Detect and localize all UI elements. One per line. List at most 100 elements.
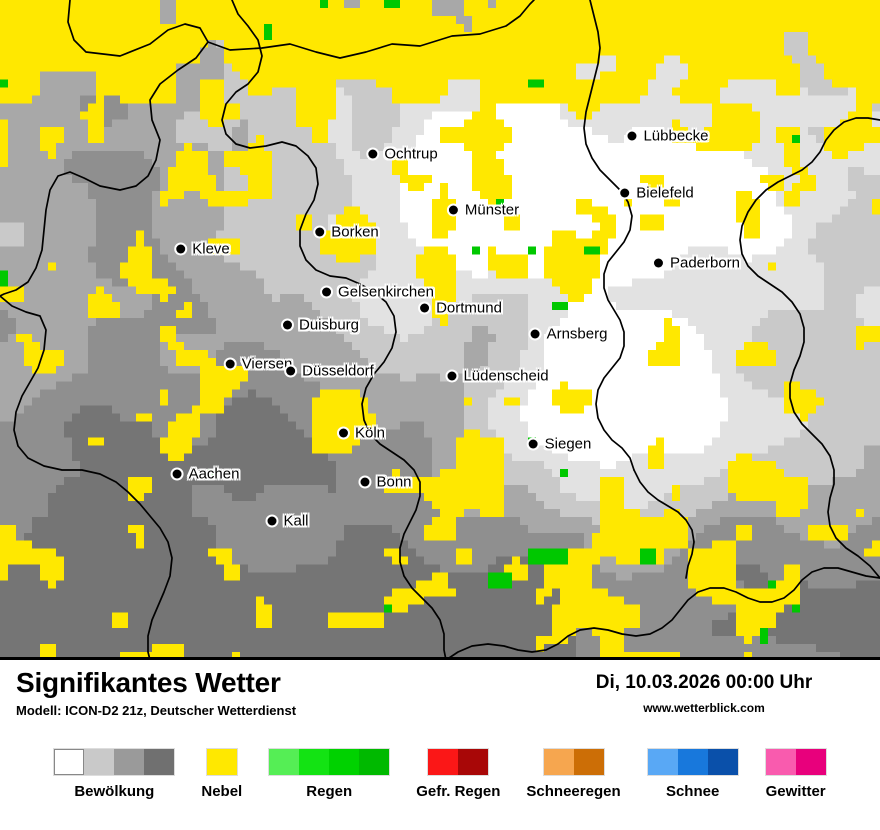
legend-label: Bewölkung — [74, 783, 155, 800]
legend-swatch — [206, 749, 237, 775]
city-marker-d-sseldorf: Düsseldorf — [286, 363, 374, 380]
significant-weather-raster — [0, 0, 880, 660]
legend-label: Nebel — [201, 783, 243, 800]
city-label: Köln — [354, 424, 386, 442]
model-source-text: Modell: ICON-D2 21z, Deutscher Wetterdie… — [16, 703, 297, 718]
city-label: Borken — [331, 223, 379, 241]
city-label: Paderborn — [669, 254, 741, 272]
city-label: Lübbecke — [643, 127, 709, 145]
legend-swatch — [269, 749, 300, 775]
city-marker-kall: Kall — [267, 512, 309, 530]
city-marker-l-bbecke: Lübbecke — [627, 127, 709, 145]
city-dot-icon — [286, 366, 296, 376]
city-dot-icon — [447, 371, 457, 381]
website-url: www.wetterblick.com — [643, 701, 765, 715]
city-marker-k-ln: Köln — [338, 424, 386, 442]
legend-swatches — [427, 748, 490, 776]
legend-group-bew-lkung: Bewölkung — [53, 748, 176, 800]
city-label: Kleve — [192, 240, 230, 258]
legend-group-schnee: Schnee — [646, 748, 739, 800]
city-dot-icon — [653, 258, 663, 268]
city-label: Lüdenscheid — [463, 367, 549, 385]
city-marker-gelsenkirchen: Gelsenkirchen — [322, 284, 434, 301]
city-marker-ochtrup: Ochtrup — [368, 145, 438, 163]
city-dot-icon — [172, 469, 182, 479]
city-dot-icon — [620, 188, 630, 198]
city-dot-icon — [176, 244, 186, 254]
legend-swatch — [458, 749, 489, 775]
city-marker-bielefeld: Bielefeld — [620, 185, 694, 202]
city-marker-borken: Borken — [315, 224, 379, 241]
city-marker-m-nster: Münster — [448, 202, 519, 219]
city-dot-icon — [627, 131, 637, 141]
city-label: Düsseldorf — [302, 362, 374, 380]
city-dot-icon — [338, 428, 348, 438]
city-label: Aachen — [188, 465, 240, 483]
legend-swatch — [707, 749, 738, 775]
forecast-timestamp: Di, 10.03.2026 00:00 Uhr — [595, 672, 813, 693]
city-dot-icon — [360, 477, 370, 487]
legend-swatches — [205, 748, 238, 776]
city-dot-icon — [420, 303, 430, 313]
city-marker-bonn: Bonn — [360, 473, 412, 491]
city-label: Viersen — [241, 355, 293, 373]
legend-label: Gewitter — [765, 783, 826, 800]
legend-group-regen: Regen — [268, 748, 391, 800]
legend-swatch — [765, 749, 796, 775]
legend-swatch — [114, 749, 145, 775]
legend-swatch — [144, 749, 175, 775]
city-label: Arnsberg — [546, 325, 608, 343]
city-marker-paderborn: Paderborn — [653, 254, 741, 272]
city-labels-layer: Lübbecke Ochtrup Bielefeld Münster Borken Kle… — [172, 127, 741, 530]
legend-swatch — [299, 749, 330, 775]
city-dot-icon — [530, 329, 540, 339]
city-dot-icon — [528, 439, 538, 449]
legend-swatch — [543, 749, 574, 775]
footer: Signifikantes Wetter Modell: ICON-D2 21z… — [0, 660, 880, 830]
city-marker-siegen: Siegen — [528, 435, 592, 453]
weather-legend: Bewölkung Nebel Regen Gefr. Regen Schneerege… — [0, 748, 880, 800]
city-label: Gelsenkirchen — [338, 283, 434, 301]
legend-swatch — [54, 749, 85, 775]
administrative-borders-layer — [0, 0, 880, 660]
city-marker-arnsberg: Arnsberg — [530, 325, 608, 343]
legend-swatch — [677, 749, 708, 775]
city-label: Kall — [283, 512, 309, 530]
weather-map[interactable]: Lübbecke Ochtrup Bielefeld Münster Borken Kle… — [0, 0, 880, 660]
legend-swatches — [53, 748, 176, 776]
city-label: Dortmund — [436, 299, 502, 317]
city-dot-icon — [448, 205, 458, 215]
title-block: Signifikantes Wetter Modell: ICON-D2 21z… — [16, 667, 296, 719]
legend-swatch — [647, 749, 678, 775]
city-marker-l-denscheid: Lüdenscheid — [447, 367, 549, 385]
legend-swatch — [573, 749, 604, 775]
city-label: Siegen — [544, 435, 592, 453]
city-dot-icon — [282, 320, 292, 330]
city-dot-icon — [225, 359, 235, 369]
legend-swatch — [428, 749, 459, 775]
legend-swatch — [795, 749, 826, 775]
city-label: Bonn — [376, 473, 412, 491]
city-label: Ochtrup — [384, 145, 438, 163]
legend-group-gewitter: Gewitter — [764, 748, 827, 800]
legend-group-gefr-regen: Gefr. Regen — [416, 748, 500, 800]
city-label: Duisburg — [298, 316, 360, 334]
legend-swatches — [764, 748, 827, 776]
city-label: Bielefeld — [636, 184, 694, 202]
city-dot-icon — [267, 516, 277, 526]
legend-group-nebel: Nebel — [201, 748, 242, 800]
city-marker-dortmund: Dortmund — [420, 300, 502, 317]
legend-swatch — [84, 749, 115, 775]
legend-swatch — [329, 749, 360, 775]
legend-label: Gefr. Regen — [416, 783, 501, 800]
city-marker-viersen: Viersen — [225, 355, 293, 373]
city-dot-icon — [368, 149, 378, 159]
footer-header: Signifikantes Wetter Modell: ICON-D2 21z… — [0, 660, 880, 728]
city-dot-icon — [315, 227, 325, 237]
legend-swatches — [268, 748, 391, 776]
legend-group-schneeregen: Schneeregen — [526, 748, 621, 800]
city-marker-aachen: Aachen — [172, 465, 240, 483]
page-title: Signifikantes Wetter — [16, 667, 281, 698]
city-marker-kleve: Kleve — [176, 241, 230, 258]
